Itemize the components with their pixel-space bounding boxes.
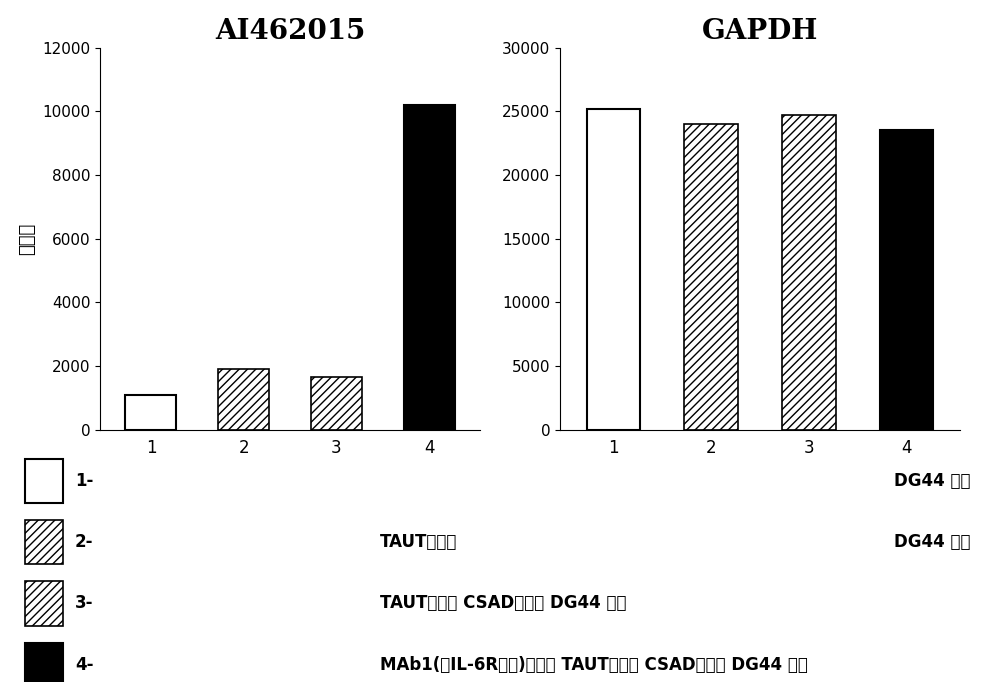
Title: GAPDH: GAPDH — [702, 18, 818, 46]
Text: DG44 细胞: DG44 细胞 — [894, 472, 970, 490]
Bar — [25, 458, 63, 503]
Bar — [880, 130, 933, 430]
Bar — [311, 377, 362, 430]
Bar — [587, 109, 640, 430]
Text: 3-: 3- — [75, 595, 94, 612]
Text: 1-: 1- — [75, 472, 93, 490]
Text: 4-: 4- — [75, 656, 94, 674]
Bar — [404, 105, 455, 430]
Text: MAb1(抗IL-6R抗体)强表达 TAUT强表达 CSAD强表达 DG44 细胞: MAb1(抗IL-6R抗体)强表达 TAUT强表达 CSAD强表达 DG44 细… — [380, 656, 808, 674]
Bar — [25, 642, 63, 682]
Bar — [684, 124, 738, 430]
Bar — [25, 581, 63, 625]
Bar — [218, 369, 269, 430]
Text: 2-: 2- — [75, 533, 94, 551]
Y-axis label: 信号値: 信号値 — [19, 222, 37, 255]
Bar — [25, 520, 63, 564]
Text: DG44 细胞: DG44 细胞 — [894, 533, 970, 551]
Bar — [125, 395, 176, 430]
Title: AI462015: AI462015 — [215, 18, 365, 46]
Text: TAUT强表达: TAUT强表达 — [380, 533, 457, 551]
Bar — [782, 115, 836, 430]
Text: TAUT强表达 CSAD强表达 DG44 细胞: TAUT强表达 CSAD强表达 DG44 细胞 — [380, 595, 626, 612]
